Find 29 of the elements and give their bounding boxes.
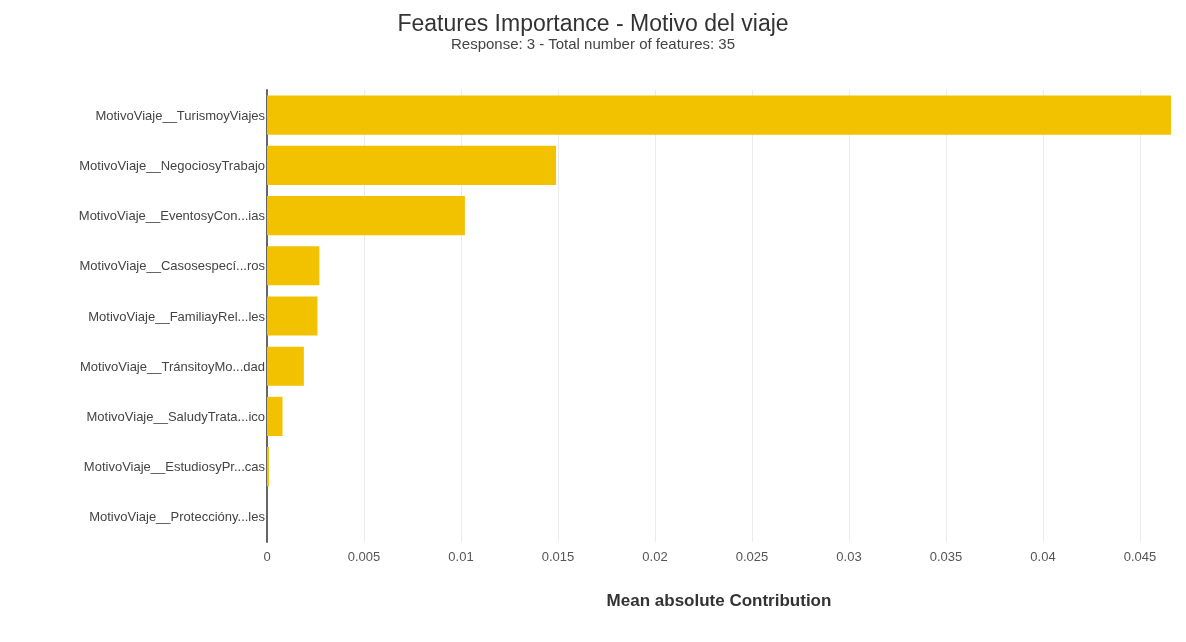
x-tick-label: 0.005: [347, 549, 381, 564]
bar: [267, 346, 304, 386]
y-tick-label: MotivoViaje__Casosespecí...ros: [79, 258, 266, 274]
x-tick-label: 0.035: [929, 549, 963, 564]
y-tick-label: MotivoViaje__SaludyTrata...ico: [86, 408, 265, 424]
y-tick-label: MotivoViaje__TurismoyViajes: [95, 107, 266, 123]
y-tick-label: MotivoViaje__NegociosyTrabajo: [79, 157, 265, 173]
bar: [267, 195, 465, 236]
y-tick-label: MotivoViaje__FamiliayRel...les: [88, 308, 266, 324]
chart-title: Features Importance - Motivo del viaje: [397, 9, 789, 36]
y-tick-label: MotivoViaje__EventosyCon...ias: [78, 208, 266, 224]
x-tick-label: 0.01: [448, 549, 474, 564]
bar: [267, 296, 318, 336]
x-tick-label: 0.04: [1030, 549, 1056, 564]
bar: [267, 145, 557, 185]
x-tick-label: 0.045: [1123, 549, 1157, 564]
bar: [267, 246, 320, 286]
y-tick-label: MotivoViaje__EstudiosyPr...cas: [83, 459, 266, 475]
chart-subtitle: Response: 3 - Total number of features: 35: [450, 35, 736, 52]
y-tick-label: MotivoViaje__Proteccióny...les: [89, 509, 266, 525]
x-tick-label: 0.015: [541, 549, 575, 564]
bar: [267, 95, 1171, 135]
x-tick-label: 0.03: [836, 549, 862, 564]
x-tick-label: 0.02: [642, 549, 668, 564]
x-tick-label: 0: [263, 549, 271, 564]
bar: [267, 396, 283, 437]
y-tick-label: MotivoViaje__TránsitoyMo...dad: [80, 358, 265, 374]
x-axis-title: Mean absolute Contribution: [606, 591, 832, 610]
x-tick-label: 0.025: [735, 549, 769, 564]
